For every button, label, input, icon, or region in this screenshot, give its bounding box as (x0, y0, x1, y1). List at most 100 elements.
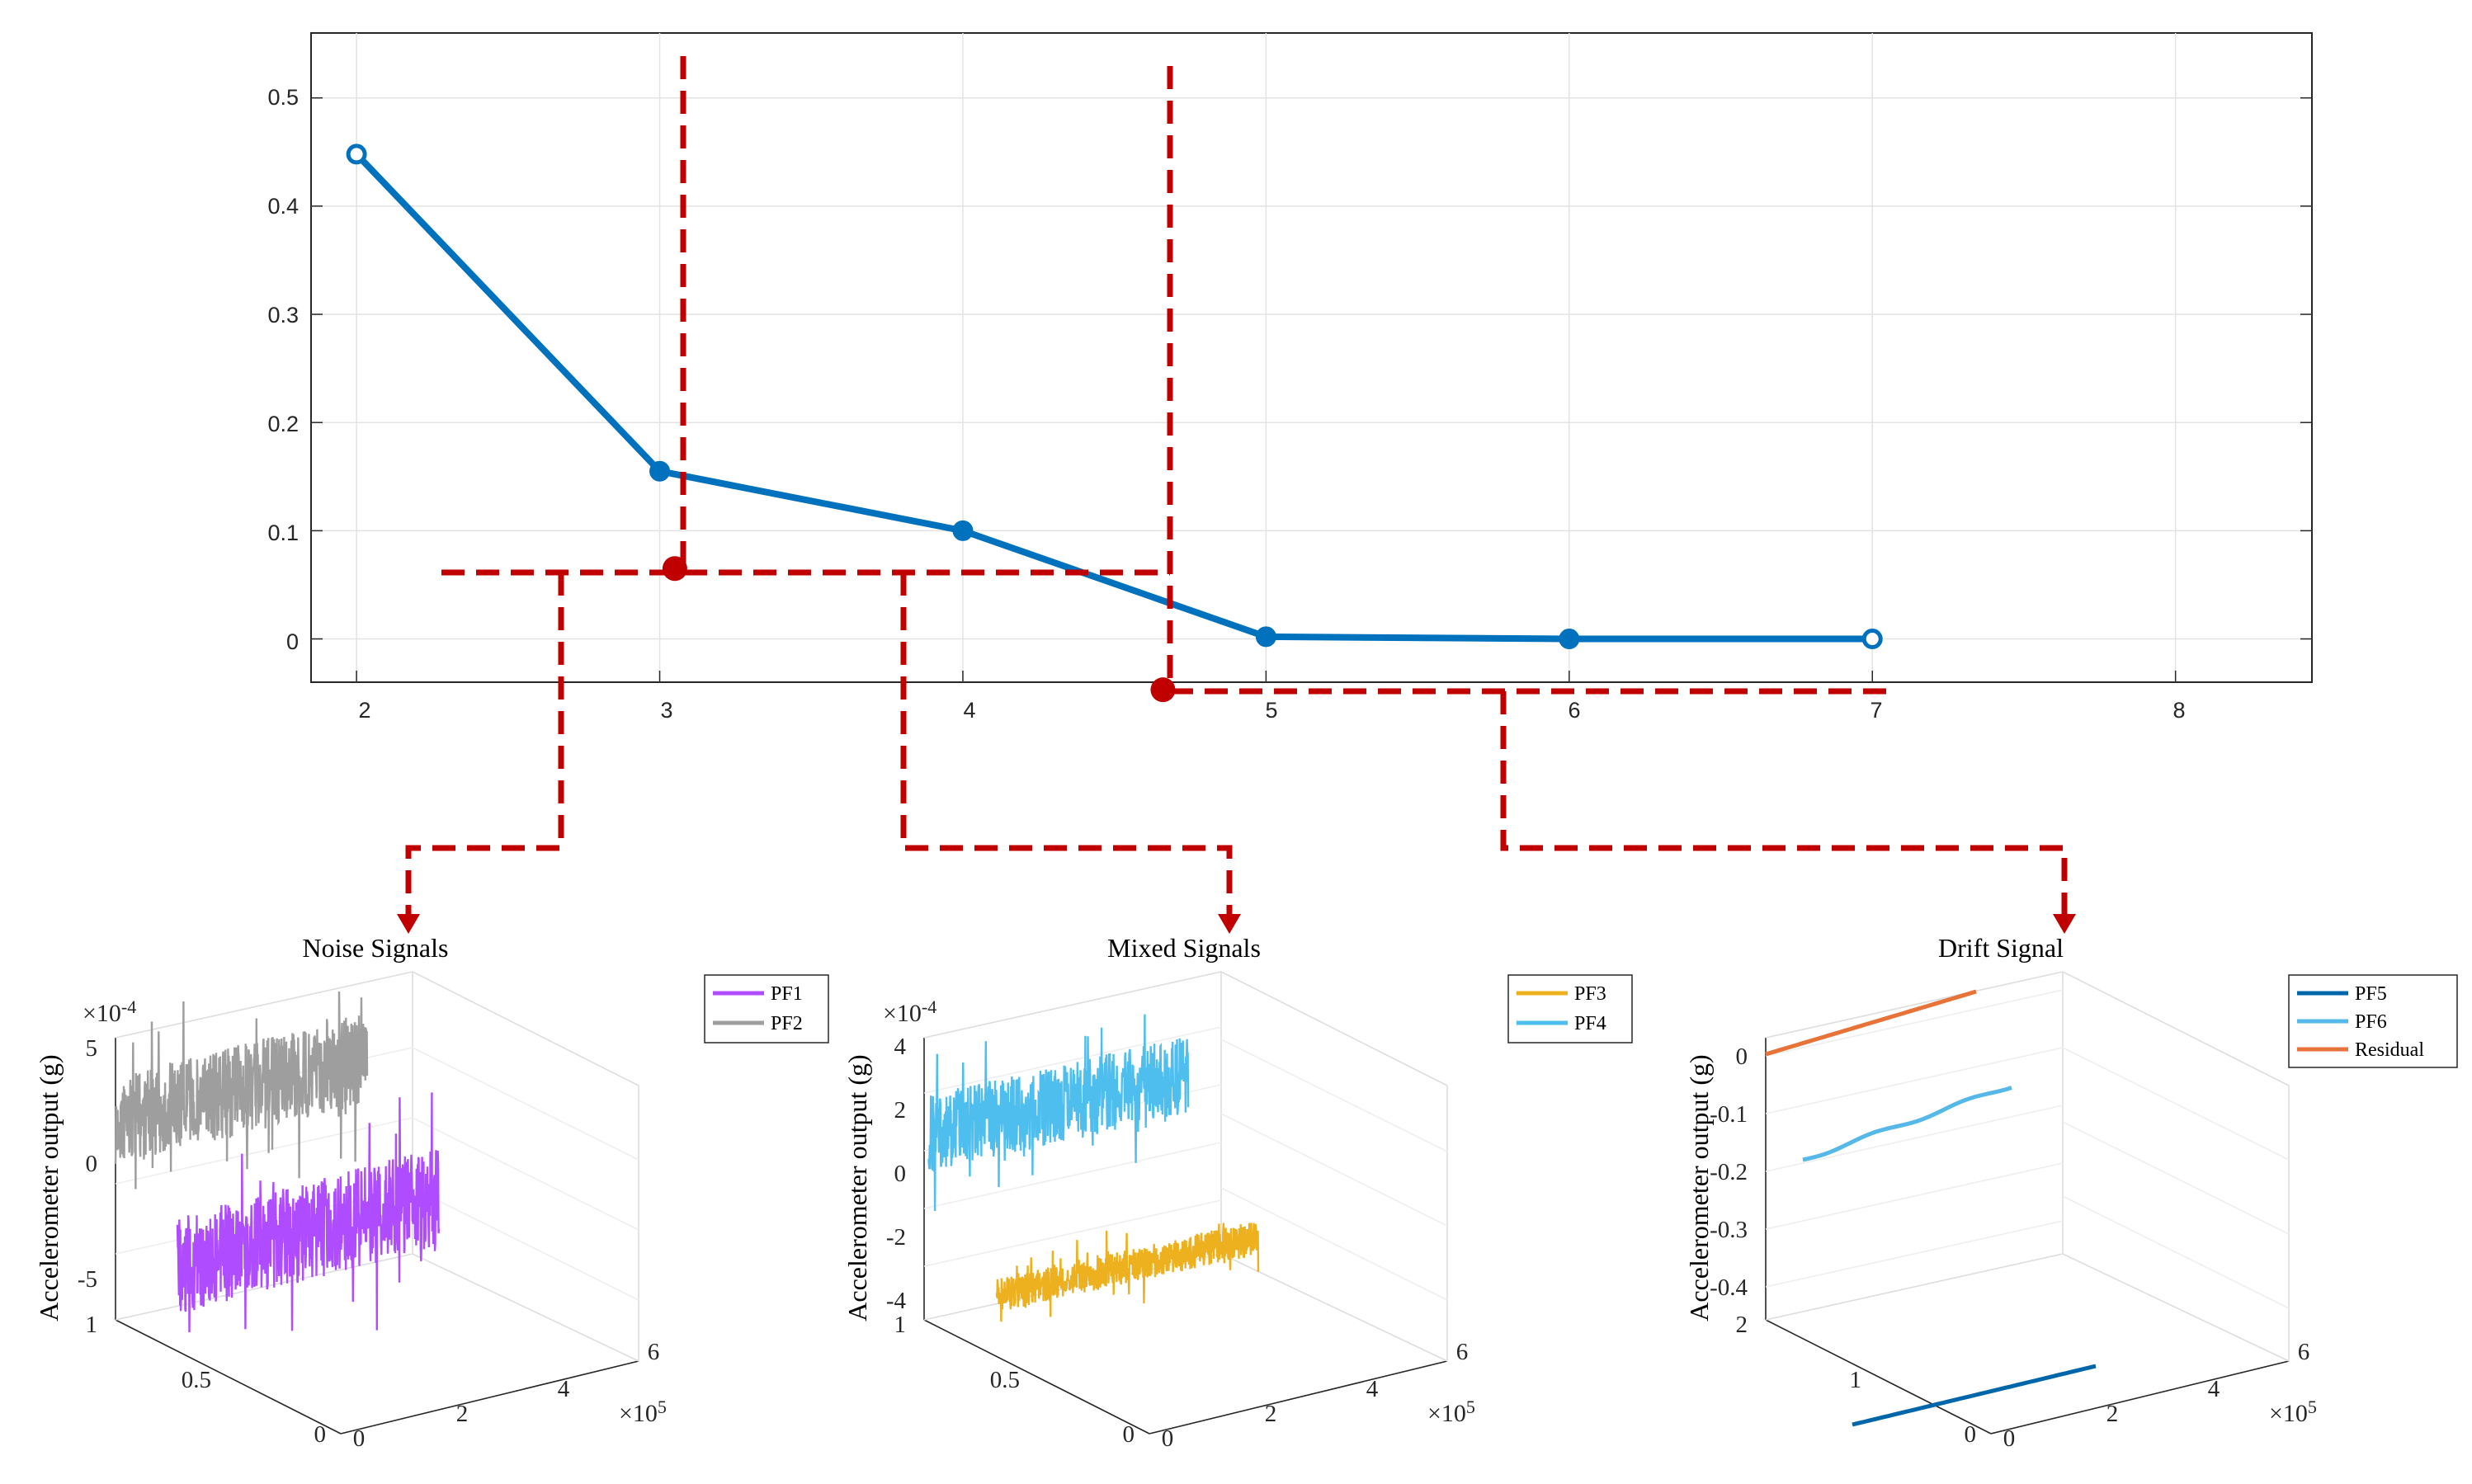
y-axis-label: Accelerometer output (g) (1684, 1054, 1714, 1321)
drift-signal-panel: Drift Signal Accelerometer output (g) 0 … (1684, 933, 2458, 1452)
main-ytick-labels: 0.5 0.4 0.3 0.2 0.1 0 (267, 85, 299, 654)
mixed-arrowhead (1218, 914, 1241, 934)
legend: PF1 PF2 (704, 974, 829, 1044)
xtick-label: 4 (558, 1376, 570, 1402)
xtick-label: 3 (660, 698, 672, 723)
panel-title: Drift Signal (1938, 933, 2064, 963)
legend-label-pf5: PF5 (2355, 983, 2387, 1005)
data-point (346, 144, 367, 165)
ztick-label: 0 (894, 1161, 907, 1187)
legend-label-pf4: PF4 (1574, 1013, 1606, 1034)
xtick-label: 4 (963, 698, 975, 723)
legend: PF3 PF4 (1507, 974, 1633, 1044)
panel-title: Noise Signals (303, 933, 449, 963)
ytick-label: 0.5 (182, 1367, 211, 1393)
drift-arrow-path (1500, 691, 2068, 916)
residual-trace (1765, 989, 1977, 1057)
xtick-label: 2 (456, 1401, 469, 1427)
main-series-line (354, 152, 1873, 643)
ytick-label: 0.5 (990, 1367, 1020, 1393)
ytick-label: 0 (286, 629, 299, 654)
xtick-label: 8 (2172, 698, 2185, 723)
legend-label-pf2: PF2 (771, 1013, 803, 1034)
ztick-label: -0.4 (1710, 1274, 1748, 1301)
main-series-points (346, 144, 1883, 650)
ztick-label: -5 (78, 1266, 97, 1293)
pf1-trace (176, 1092, 441, 1333)
main-line-chart: 0.5 0.4 0.3 0.2 0.1 0 2 3 4 5 6 7 8 (267, 32, 2313, 723)
x-exponent: ×105 (2269, 1397, 2317, 1427)
legend: PF5 PF6 Residual (2288, 974, 2458, 1068)
main-grid (311, 33, 2312, 682)
pf3-trace (995, 1223, 1260, 1322)
xtick-label: 6 (1456, 1339, 1469, 1365)
ytick-label: 0 (1123, 1421, 1135, 1448)
ytick-label: 0.3 (267, 303, 299, 327)
noise-arrowhead (397, 914, 420, 934)
data-point (952, 520, 974, 541)
legend-label-residual: Residual (2355, 1039, 2424, 1061)
mixed-signals-panel: Mixed Signals Accelerometer output (g) 4… (842, 933, 1633, 1452)
3d-box (1765, 971, 2290, 1435)
ytick-label: 1 (894, 1312, 907, 1338)
pf6-trace (1802, 1086, 2012, 1162)
ztick-label: -0.1 (1710, 1101, 1748, 1128)
ytick-label: 0.5 (267, 85, 299, 110)
y-axis-label: Accelerometer output (g) (842, 1054, 872, 1321)
legend-box (704, 974, 829, 1044)
ztick-label: -0.2 (1710, 1159, 1748, 1185)
xtick-label: 4 (1366, 1376, 1379, 1402)
ytick-label: 0 (1965, 1421, 1977, 1448)
data-point (1559, 629, 1580, 650)
legend-box (1507, 974, 1633, 1044)
ztick-label: 2 (894, 1097, 907, 1124)
main-xtick-labels: 2 3 4 5 6 7 8 (358, 698, 2185, 723)
arrowheads (397, 914, 2076, 934)
panel-title: Mixed Signals (1107, 933, 1261, 963)
y-axis-label: Accelerometer output (g) (34, 1054, 64, 1321)
xtick-label: 6 (2298, 1339, 2310, 1365)
data-point (649, 460, 671, 482)
data-point (1255, 626, 1276, 648)
threshold-marker (662, 556, 687, 582)
ztick-label: -2 (886, 1224, 906, 1251)
ytick-label: 0.2 (267, 412, 299, 436)
ztick-label: 4 (894, 1034, 907, 1060)
xtick-label: 2 (2106, 1401, 2119, 1427)
xtick-label: 2 (1265, 1401, 1277, 1427)
z-exponent: ×10-4 (883, 996, 936, 1027)
main-plot-area (310, 32, 2313, 683)
ztick-label: -4 (886, 1288, 907, 1314)
mixed-arrow-path (900, 572, 1233, 916)
xtick-label: 6 (648, 1339, 660, 1365)
ytick-label: 0.1 (267, 521, 299, 545)
noise-signals-panel: Noise Signals Accelerometer output (g) 5… (34, 933, 829, 1452)
noise-arrow-path (405, 572, 564, 916)
x-exponent: ×105 (1427, 1397, 1475, 1427)
pf2-trace (114, 991, 369, 1190)
threshold-marker (1150, 677, 1176, 703)
ztick-label: 0 (1736, 1044, 1748, 1070)
3d-box (923, 971, 1448, 1435)
threshold-markers (662, 556, 1176, 703)
xtick-label: 0 (353, 1425, 366, 1452)
legend-label-pf6: PF6 (2355, 1011, 2387, 1033)
xtick-label: 0 (1162, 1425, 1174, 1452)
xtick-label: 7 (1870, 698, 1882, 723)
ytick-label: 2 (1736, 1312, 1748, 1338)
legend-label-pf1: PF1 (771, 983, 803, 1005)
ytick-label: 1 (1850, 1367, 1862, 1393)
pf4-trace (927, 1014, 1190, 1212)
z-exponent: ×10-4 (83, 996, 136, 1027)
ytick-label: 0 (314, 1421, 327, 1448)
ztick-label: 5 (86, 1035, 98, 1062)
pf5-trace (1852, 1364, 2097, 1427)
drift-arrowhead (2053, 914, 2076, 934)
data-point (1861, 629, 1883, 650)
x-exponent: ×105 (619, 1397, 667, 1427)
xtick-label: 0 (2003, 1425, 2016, 1452)
xtick-label: 5 (1265, 698, 1277, 723)
ztick-label: -0.3 (1710, 1217, 1748, 1243)
xtick-label: 6 (1568, 698, 1580, 723)
